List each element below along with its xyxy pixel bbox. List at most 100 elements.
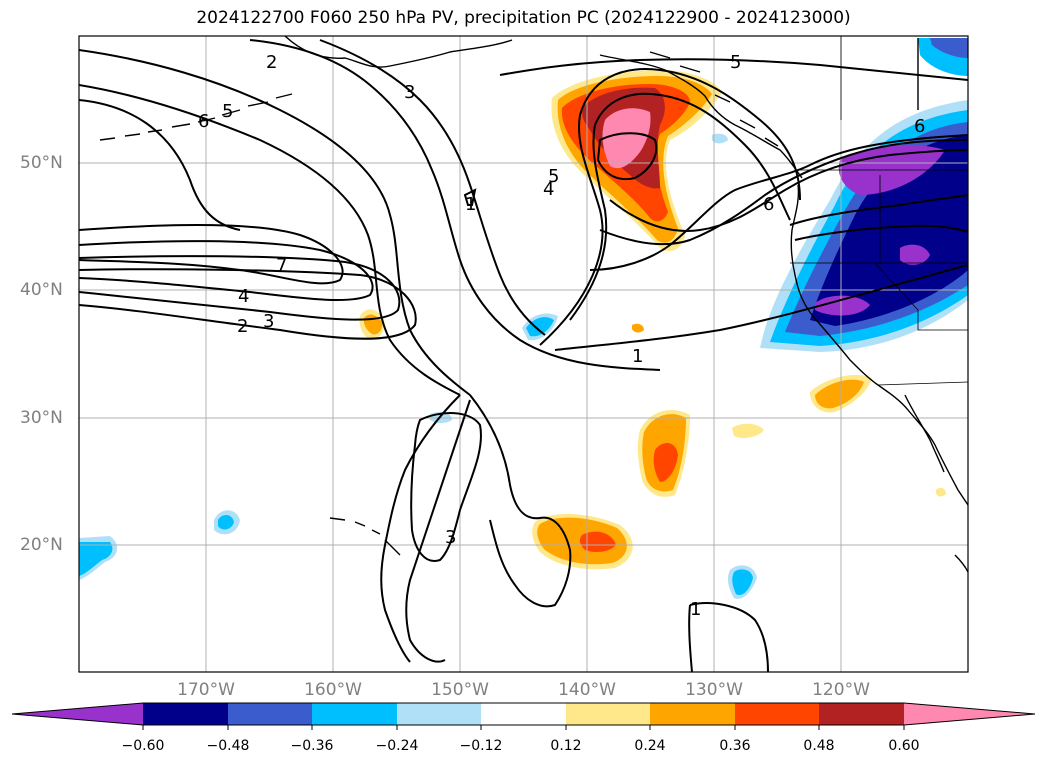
lon-label-120w: 120°W	[812, 680, 870, 700]
pv-label-6-aleutian: 6	[198, 111, 209, 132]
pv-label-6-ne: 6	[914, 116, 925, 137]
precip-neg-small-6	[712, 133, 728, 144]
pv-contour-1-bottom	[689, 602, 769, 672]
pv-contours	[79, 39, 968, 672]
lat-label-20n: 20°N	[20, 535, 63, 555]
lon-label-160w: 160°W	[304, 680, 362, 700]
pv-contour-jet-2	[79, 240, 374, 301]
colorbar-seg-pos-024	[650, 703, 735, 725]
precip-neg-60-west-coast	[810, 135, 968, 326]
precip-neg-extend-west-coast-2	[900, 244, 930, 265]
pv-contour-sub-inner-2	[405, 399, 471, 663]
colorbar-seg-neg-036	[312, 703, 397, 725]
lon-label-170w: 170°W	[177, 680, 235, 700]
pv-contour-left-2	[249, 39, 661, 371]
pv-label-1-small: 1	[465, 194, 476, 215]
colorbar-seg-pos-036	[735, 703, 819, 725]
pv-label-6-east: 6	[763, 194, 774, 215]
pv-contour-east-2	[794, 224, 968, 241]
precip-neg-extend-west-coast-3	[815, 295, 870, 316]
colorbar-tick-label-pos-048: 0.48	[803, 738, 835, 754]
pv-label-3-north: 3	[404, 82, 415, 103]
colorbar-pos-extend	[904, 703, 1035, 725]
lon-label-140w: 140°W	[558, 680, 616, 700]
border-nv-ca	[874, 262, 968, 331]
coastlines	[99, 36, 968, 573]
precip-neg-pnw-top-inner	[930, 38, 968, 58]
political-borders	[790, 36, 968, 386]
pv-label-2-jet: 2	[237, 316, 248, 337]
pv-label-4-jet: 4	[238, 286, 249, 307]
pv-contour-jet-5	[79, 49, 471, 396]
colorbar-tick-label-pos-060: 0.60	[888, 738, 920, 754]
colorbar-seg-neutral	[481, 703, 566, 725]
precip-pos-small-5	[936, 487, 946, 497]
map-area: 2 3 5 6 7 4 3 2 5 4 6 6 5 1 1 3 1	[79, 36, 968, 672]
pv-label-3-sub: 3	[445, 527, 456, 548]
pv-label-5-aleutian: 5	[222, 101, 233, 122]
coast-alaska-panhandle	[599, 54, 803, 179]
colorbar-seg-neg-024	[397, 703, 481, 725]
lon-label-130w: 130°W	[685, 680, 743, 700]
pv-contour-jet-7	[79, 99, 241, 231]
pv-label-4-trough: 4	[543, 179, 554, 200]
colorbar	[11, 702, 1036, 730]
colorbar-seg-neg-060	[143, 703, 228, 725]
pv-contour-trough-4	[589, 134, 968, 271]
lat-label-40n: 40°N	[20, 280, 63, 300]
colorbar-tick-label-neg-024: −0.24	[375, 738, 419, 754]
colorbar-tick-label-neg-048: −0.48	[206, 738, 250, 754]
coast-mexico	[957, 489, 968, 506]
lat-label-30n: 30°N	[20, 408, 63, 428]
colorbar-tick-label-pos-036: 0.36	[719, 738, 751, 754]
colorbar-seg-pos-012	[566, 703, 650, 725]
pv-contour-jet-1	[79, 224, 344, 285]
pv-label-1-central: 1	[632, 346, 643, 367]
hawaii-islands	[329, 517, 401, 556]
pv-contour-left-3	[319, 39, 546, 336]
precip-neg-small-1-inner	[526, 317, 554, 337]
pv-label-2-north: 2	[266, 52, 277, 73]
colorbar-tick-label-pos-024: 0.24	[634, 738, 666, 754]
colorbar-seg-neg-048	[228, 703, 312, 725]
precip-neg-small-2-inner	[218, 514, 234, 530]
pv-contour-trough-2	[539, 68, 801, 346]
precip-pos-sub-2-36	[579, 531, 616, 553]
pv-contour-trough-1	[554, 264, 968, 351]
pv-contour-jet-4	[79, 268, 417, 340]
lat-label-50n: 50°N	[20, 153, 63, 173]
precip-neg-small-4-inner	[732, 569, 753, 596]
pv-contour-jet-6	[79, 84, 461, 396]
precip-pos-sub-1-36	[653, 443, 678, 482]
coast-gulf-california	[904, 394, 945, 473]
pv-contour-trough-6	[609, 149, 968, 232]
pv-contour-sub-outer	[469, 394, 572, 608]
coast-mexico-south	[954, 554, 968, 573]
pv-contour-jet-3	[79, 255, 401, 321]
pv-label-7-jet: 7	[276, 255, 287, 276]
pv-contour-trough-5	[599, 139, 968, 246]
precip-pos-small-3	[732, 423, 764, 438]
pv-label-5-trough: 5	[548, 166, 559, 187]
pv-contour-sub-inner-1	[380, 394, 461, 663]
pv-contour-small-1	[463, 188, 477, 206]
colorbar-tick-marks	[142, 725, 905, 730]
colorbar-tick-label-neg-060: −0.60	[121, 738, 165, 754]
precip-neg-small-3-inner	[79, 542, 113, 576]
precip-pos-extend-gulf	[602, 108, 651, 169]
coast-bc-islands	[649, 51, 779, 147]
pv-label-5-nw: 5	[730, 52, 741, 73]
colorbar-tick-label-pos-012: 0.12	[550, 738, 582, 754]
lon-label-150w: 150°W	[431, 680, 489, 700]
pv-contour-sub-3-loop	[410, 412, 482, 562]
chart-title: 2024122700 F060 250 hPa PV, precipitatio…	[196, 8, 851, 28]
map-frame	[78, 35, 969, 673]
pv-contour-labels: 2 3 5 6 7 4 3 2 5 4 6 6 5 1 1 3 1	[198, 52, 925, 620]
colorbar-tick-label-neg-036: −0.36	[290, 738, 334, 754]
precip-pos-small-4	[632, 323, 644, 333]
precip-pos-small-2-24	[815, 379, 864, 409]
coast-us-west	[790, 184, 879, 386]
border-us-mexico	[877, 381, 968, 386]
pv-contour-gulf-closed	[596, 132, 658, 180]
